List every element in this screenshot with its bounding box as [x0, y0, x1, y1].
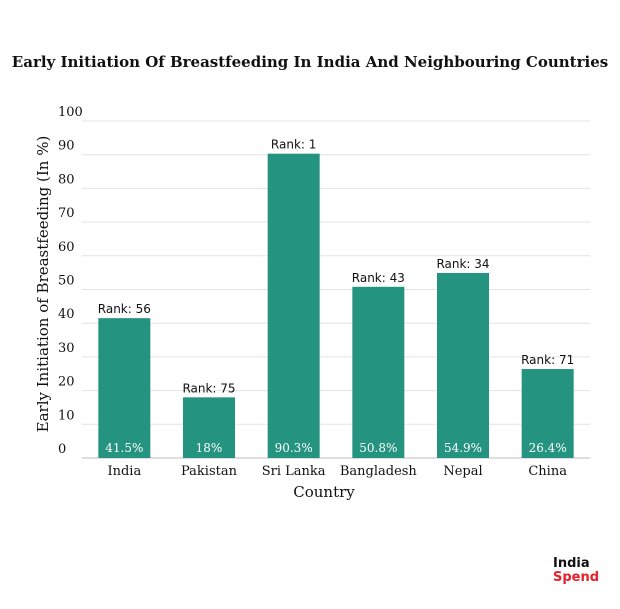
y-tick-label: 100 [58, 105, 83, 120]
y-tick-label: 30 [58, 341, 75, 356]
rank-annotation: Rank: 1 [271, 138, 316, 152]
y-tick-label: 40 [58, 307, 75, 322]
bar [98, 318, 151, 458]
logo-spend-text: Spend [553, 570, 599, 585]
bar [437, 272, 489, 458]
bar-value-label: 18% [196, 441, 223, 455]
bar-value-label: 41.5% [105, 441, 143, 455]
bar [352, 286, 405, 458]
y-tick-label: 20 [58, 375, 75, 390]
y-tick-label: 50 [58, 274, 75, 289]
bars [98, 153, 574, 458]
bar [521, 369, 574, 458]
x-category-label: Pakistan [181, 464, 238, 479]
rank-annotation: Rank: 56 [98, 302, 151, 316]
x-category-label: Sri Lanka [262, 464, 326, 479]
rank-annotation: Rank: 75 [182, 381, 235, 395]
logo-india-text: India [553, 556, 590, 571]
x-axis-title: Country [293, 483, 355, 501]
bar [267, 153, 320, 458]
x-category-label: Bangladesh [340, 464, 418, 479]
y-tick-label: 0 [58, 442, 66, 457]
y-tick-label: 60 [58, 240, 75, 255]
rank-annotation: Rank: 71 [521, 353, 574, 367]
bar-value-label: 54.9% [444, 441, 482, 455]
bar-value-label: 90.3% [275, 441, 313, 455]
x-category-label: China [528, 464, 567, 479]
bar-labels: Rank: 56 41.5% India Rank: 75 18% Pakistan Ran… [98, 138, 574, 479]
y-tick-label: 10 [58, 408, 75, 423]
y-axis-ticks: 0 10 20 30 40 50 60 70 80 90 100 [58, 105, 83, 457]
y-axis-title: Early Initiation of Breastfeeding (In %) [34, 136, 52, 433]
rank-annotation: Rank: 34 [436, 257, 489, 271]
y-tick-label: 90 [58, 139, 75, 154]
x-category-label: India [107, 464, 141, 479]
y-tick-label: 70 [58, 206, 75, 221]
rank-annotation: Rank: 43 [352, 271, 405, 285]
gridlines [82, 120, 590, 425]
bar-value-label: 26.4% [529, 441, 567, 455]
indiaspend-logo: India Spend [553, 556, 599, 585]
y-tick-label: 80 [58, 172, 75, 187]
chart-title: Early Initiation Of Breastfeeding In Ind… [12, 53, 608, 71]
bar [183, 397, 235, 458]
x-category-label: Nepal [443, 464, 482, 479]
bar-value-label: 50.8% [359, 441, 397, 455]
